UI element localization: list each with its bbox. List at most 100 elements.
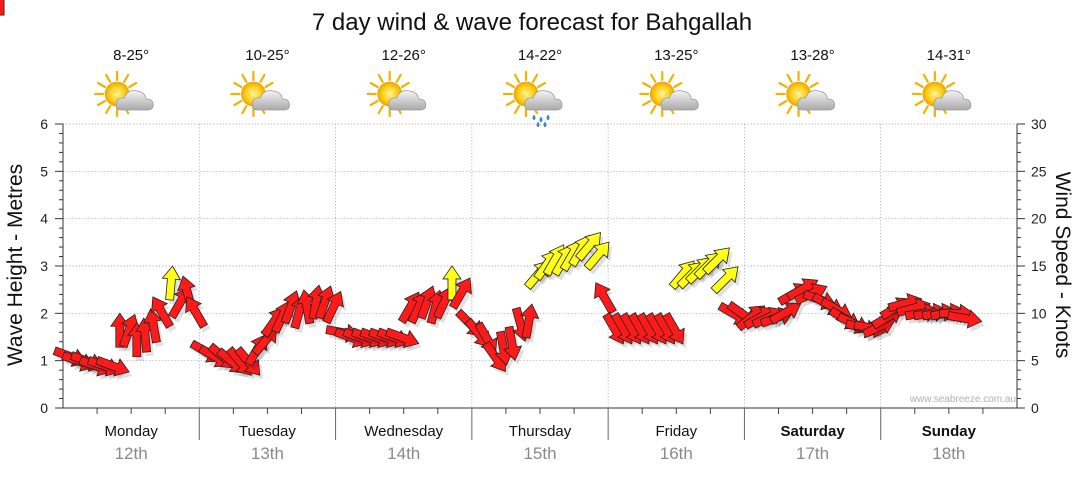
rain-drop <box>532 114 536 121</box>
sun-ray <box>264 81 274 89</box>
sun-ray <box>241 105 248 115</box>
sun-ray <box>96 81 107 89</box>
partly-cloudy-icon <box>94 70 154 118</box>
wind-arrow <box>151 296 174 329</box>
y-tick-left: 2 <box>40 305 48 321</box>
wind-arrow <box>384 327 420 349</box>
y-tick-left: 3 <box>40 258 48 274</box>
temp-range: 10-25° <box>245 47 289 64</box>
wind-arrow <box>161 265 182 301</box>
date-label: 15th <box>523 444 556 463</box>
sun-ray <box>809 81 819 89</box>
wind-arrow <box>143 308 163 344</box>
y-tick-right: 15 <box>1031 258 1047 274</box>
sun-ray <box>786 105 793 115</box>
partly-cloudy-icon <box>911 70 972 118</box>
temp-range: 13-28° <box>790 47 834 64</box>
wind-arrow <box>583 241 610 272</box>
cloud <box>251 90 290 111</box>
day-label: Friday <box>655 423 697 440</box>
sun-ray <box>778 99 788 107</box>
sun-ray <box>642 81 652 89</box>
partly-cloudy-icon <box>366 70 427 118</box>
sun-ray <box>786 73 793 83</box>
wind-arrow <box>0 0 5 16</box>
rain-drop <box>536 121 540 128</box>
day-label: Thursday <box>509 423 572 440</box>
y-tick-left: 4 <box>40 211 48 227</box>
date-label: 18th <box>932 444 965 463</box>
sun-ray <box>668 73 675 83</box>
y-tick-right: 5 <box>1031 353 1039 369</box>
temp-range: 12-26° <box>382 47 426 64</box>
cloud <box>660 90 699 111</box>
temp-range: 14-22° <box>518 47 562 64</box>
sun-ray <box>400 81 410 89</box>
sun-ray <box>513 73 521 83</box>
sun-ray <box>369 99 379 107</box>
y-tick-right: 0 <box>1031 400 1039 416</box>
sun-ray <box>377 73 384 83</box>
wind-arrow <box>95 355 130 377</box>
sun-ray <box>96 99 107 107</box>
partly-cloudy-icon <box>639 70 699 118</box>
sun-ray <box>531 73 539 83</box>
y-tick-left: 6 <box>40 116 48 132</box>
day-label: Wednesday <box>364 423 443 440</box>
wind-arrow <box>594 282 617 315</box>
wind-arrow <box>185 296 208 329</box>
sun-ray <box>128 81 138 89</box>
date-label: 16th <box>660 444 693 463</box>
showers-icon <box>502 70 563 128</box>
rain-drop <box>539 116 543 123</box>
sun-ray <box>537 81 547 89</box>
temp-range: 8-25° <box>113 47 149 64</box>
date-label: 13th <box>251 444 284 463</box>
wind-arrow <box>947 309 983 329</box>
sun-ray <box>914 81 924 89</box>
wind-arrow <box>710 266 739 295</box>
sun-ray <box>673 81 683 89</box>
sun-ray <box>505 99 515 107</box>
sun-ray <box>922 73 929 83</box>
y-tick-left: 1 <box>40 353 48 369</box>
wind-arrow <box>442 265 462 301</box>
cloud <box>797 90 835 111</box>
sun-ray <box>513 105 521 115</box>
temp-range: 14-31° <box>927 47 971 64</box>
cloud <box>115 90 154 111</box>
cloud <box>933 90 972 111</box>
watermark: www.seabreeze.com.au <box>909 394 1016 405</box>
wind-arrow <box>702 247 730 276</box>
sun-ray <box>105 73 112 83</box>
partly-cloudy-icon <box>775 70 835 118</box>
day-label: Tuesday <box>239 423 296 440</box>
sun-ray <box>650 105 657 115</box>
wind-arrow <box>322 290 344 325</box>
sun-ray <box>233 99 243 107</box>
sun-ray <box>914 99 924 107</box>
sun-ray <box>642 99 652 107</box>
y-tick-right: 10 <box>1031 305 1047 321</box>
partly-cloudy-icon <box>230 70 290 118</box>
y-axis-label-right: Wind Speed - Knots <box>1051 172 1074 359</box>
sun-ray <box>778 81 788 89</box>
y-axis-label-left: Wave Height - Metres <box>4 164 27 366</box>
sun-ray <box>259 73 266 83</box>
day-label: Sunday <box>922 423 977 440</box>
date-label: 17th <box>796 444 829 463</box>
rain-drop <box>543 121 547 128</box>
chart-title: 7 day wind & wave forecast for Bahgallah <box>312 9 752 36</box>
rain-drop <box>546 114 550 121</box>
date-label: 14th <box>387 444 420 463</box>
cloud <box>388 90 427 111</box>
y-tick-right: 25 <box>1031 163 1047 179</box>
wind-arrow <box>502 325 523 362</box>
cloud <box>524 90 563 111</box>
sun-ray <box>940 73 947 83</box>
temp-range: 13-25° <box>654 47 698 64</box>
sun-ray <box>650 73 657 83</box>
sun-ray <box>377 105 384 115</box>
date-label: 12th <box>115 444 148 463</box>
